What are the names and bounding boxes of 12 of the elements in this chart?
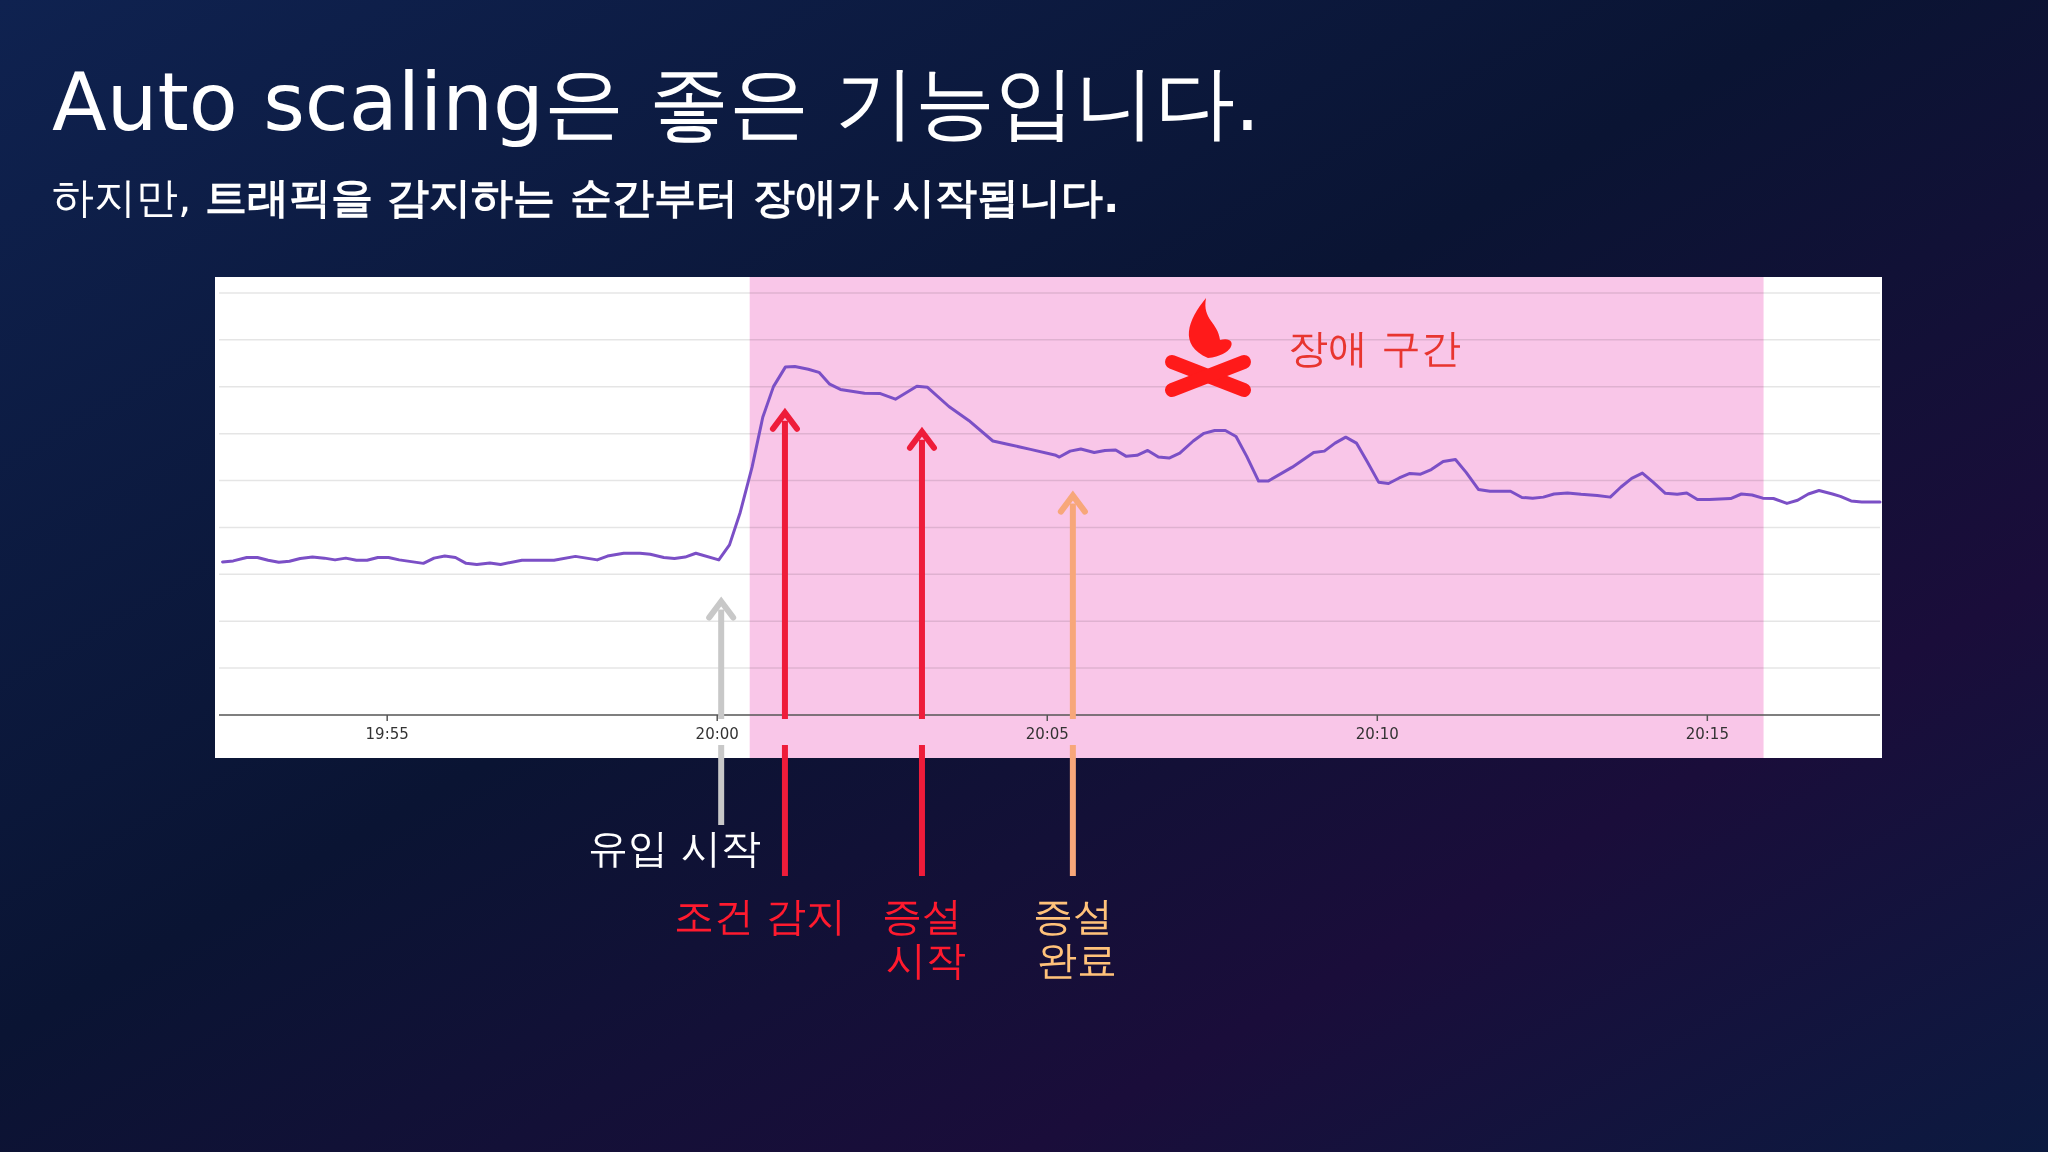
x-tick-label: 20:15 — [1685, 725, 1729, 743]
band-label: 장애 구간 — [1288, 325, 1461, 371]
x-tick-label: 20:10 — [1355, 725, 1399, 743]
ref-line-label: 증설 완료 — [1032, 893, 1117, 983]
ref-line-label: 조건 감지 — [673, 893, 847, 939]
x-tick-label: 20:00 — [695, 725, 739, 743]
x-tick-label: 20:05 — [1025, 725, 1069, 743]
chart-subtitle: 하지만, 트래픽을 감지하는 순간부터 장애가 시작됩니다. — [52, 173, 1120, 222]
chart-title: Auto scaling은 좋은 기능입니다. — [52, 56, 1261, 149]
ref-line-label: 유입 시작 — [587, 825, 761, 871]
x-tick-label: 19:55 — [365, 725, 409, 743]
ref-line-label: 증설 시작 — [881, 893, 966, 983]
